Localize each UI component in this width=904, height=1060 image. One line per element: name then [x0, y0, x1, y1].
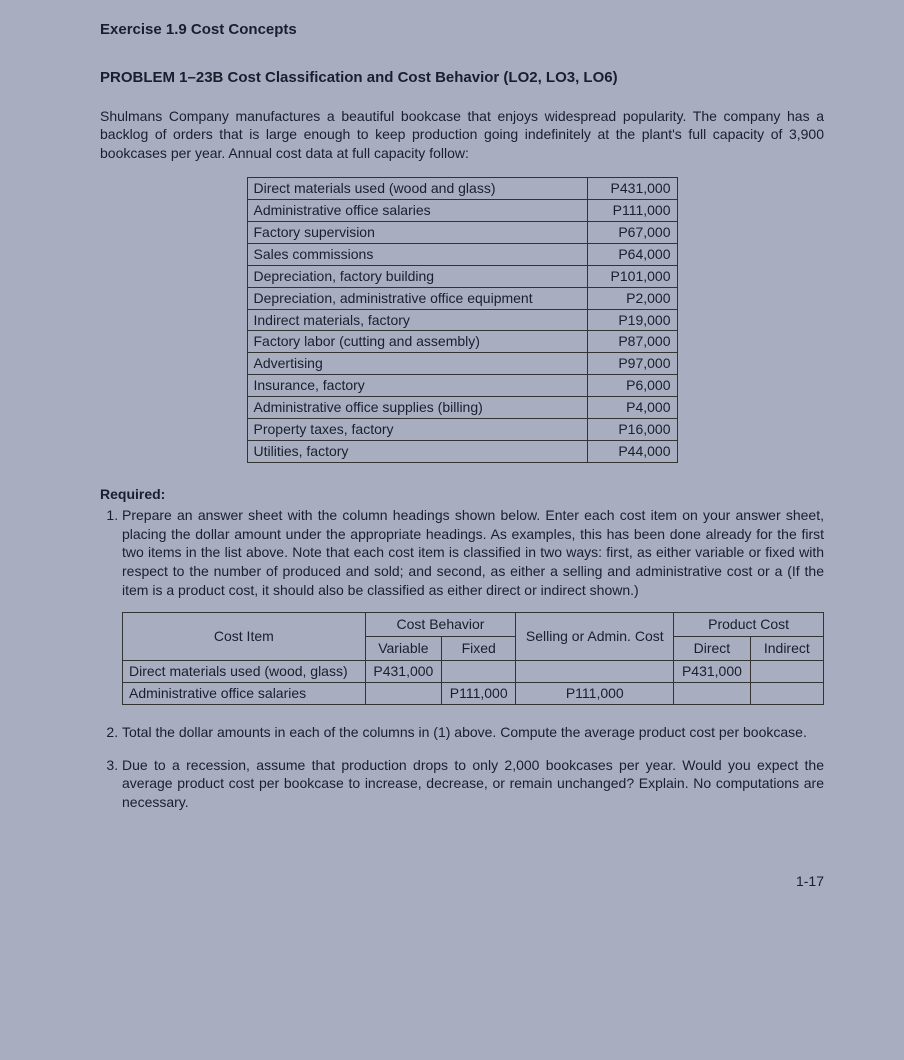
- table-row: AdvertisingP97,000: [247, 353, 677, 375]
- cost-label: Insurance, factory: [247, 375, 587, 397]
- cost-amount: P67,000: [587, 221, 677, 243]
- problem-title: PROBLEM 1–23B Cost Classification and Co…: [100, 68, 824, 88]
- cost-amount: P111,000: [587, 200, 677, 222]
- cost-amount: P64,000: [587, 243, 677, 265]
- table-row: Depreciation, factory buildingP101,000: [247, 265, 677, 287]
- cost-amount: P431,000: [587, 178, 677, 200]
- cost-amount: P87,000: [587, 331, 677, 353]
- col-variable: Variable: [365, 636, 441, 660]
- cost-amount: P44,000: [587, 440, 677, 462]
- requirement-2: Total the dollar amounts in each of the …: [122, 723, 824, 742]
- cost-label: Sales commissions: [247, 243, 587, 265]
- answer-fixed: [442, 660, 516, 682]
- page-number: 1-17: [100, 872, 824, 891]
- col-direct: Direct: [674, 636, 750, 660]
- cost-amount: P101,000: [587, 265, 677, 287]
- cost-amount: P19,000: [587, 309, 677, 331]
- cost-label: Indirect materials, factory: [247, 309, 587, 331]
- cost-amount: P6,000: [587, 375, 677, 397]
- col-cost-item: Cost Item: [123, 613, 366, 661]
- table-row: Factory labor (cutting and assembly)P87,…: [247, 331, 677, 353]
- answer-indirect: [750, 682, 823, 704]
- requirement-1: Prepare an answer sheet with the column …: [122, 506, 824, 705]
- exercise-title: Exercise 1.9 Cost Concepts: [100, 20, 824, 40]
- answer-sheet-table: Cost Item Cost Behavior Selling or Admin…: [122, 612, 824, 705]
- cost-label: Factory supervision: [247, 221, 587, 243]
- cost-amount: P97,000: [587, 353, 677, 375]
- col-product-cost: Product Cost: [674, 613, 824, 637]
- table-row: Utilities, factoryP44,000: [247, 440, 677, 462]
- table-row: Administrative office salariesP111,000: [247, 200, 677, 222]
- table-row: Direct materials used (wood, glass)P431,…: [123, 660, 824, 682]
- cost-amount: P2,000: [587, 287, 677, 309]
- answer-direct: P431,000: [674, 660, 750, 682]
- cost-label: Depreciation, administrative office equi…: [247, 287, 587, 309]
- answer-variable: P431,000: [365, 660, 441, 682]
- cost-label: Advertising: [247, 353, 587, 375]
- cost-label: Administrative office salaries: [247, 200, 587, 222]
- col-selling-admin: Selling or Admin. Cost: [516, 613, 674, 661]
- requirement-3: Due to a recession, assume that producti…: [122, 756, 824, 813]
- table-row: Depreciation, administrative office equi…: [247, 287, 677, 309]
- cost-label: Direct materials used (wood and glass): [247, 178, 587, 200]
- answer-selling: [516, 660, 674, 682]
- table-row: Sales commissionsP64,000: [247, 243, 677, 265]
- answer-label: Administrative office salaries: [123, 682, 366, 704]
- cost-amount: P16,000: [587, 418, 677, 440]
- cost-amount: P4,000: [587, 397, 677, 419]
- requirement-1-text: Prepare an answer sheet with the column …: [122, 507, 824, 599]
- table-row: Insurance, factoryP6,000: [247, 375, 677, 397]
- intro-paragraph: Shulmans Company manufactures a beautifu…: [100, 107, 824, 164]
- table-row: Indirect materials, factoryP19,000: [247, 309, 677, 331]
- answer-fixed: P111,000: [442, 682, 516, 704]
- cost-label: Property taxes, factory: [247, 418, 587, 440]
- cost-label: Administrative office supplies (billing): [247, 397, 587, 419]
- table-row: Factory supervisionP67,000: [247, 221, 677, 243]
- table-row: Administrative office salaries P111,000P1…: [123, 682, 824, 704]
- answer-indirect: [750, 660, 823, 682]
- table-row: Administrative office supplies (billing)…: [247, 397, 677, 419]
- answer-label: Direct materials used (wood, glass): [123, 660, 366, 682]
- cost-label: Utilities, factory: [247, 440, 587, 462]
- required-label: Required:: [100, 485, 824, 504]
- cost-label: Depreciation, factory building: [247, 265, 587, 287]
- cost-data-table: Direct materials used (wood and glass)P4…: [247, 177, 678, 463]
- answer-direct: [674, 682, 750, 704]
- col-cost-behavior: Cost Behavior: [365, 613, 516, 637]
- cost-label: Factory labor (cutting and assembly): [247, 331, 587, 353]
- table-row: Property taxes, factoryP16,000: [247, 418, 677, 440]
- answer-variable: [365, 682, 441, 704]
- requirements-list: Prepare an answer sheet with the column …: [100, 506, 824, 813]
- table-row: Direct materials used (wood and glass)P4…: [247, 178, 677, 200]
- answer-selling: P111,000: [516, 682, 674, 704]
- col-indirect: Indirect: [750, 636, 823, 660]
- col-fixed: Fixed: [442, 636, 516, 660]
